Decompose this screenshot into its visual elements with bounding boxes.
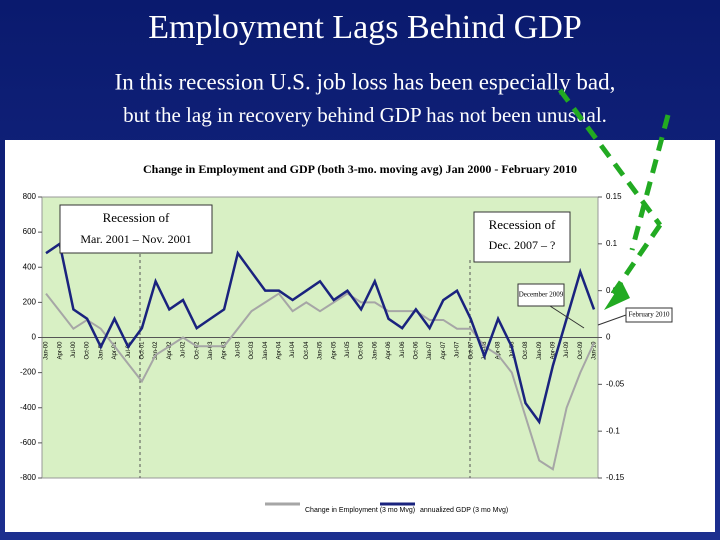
x-tick-label: Jan-07: [427, 341, 433, 360]
arrows: [557, 88, 671, 297]
y-tick-label: -600: [20, 438, 37, 447]
annotation-box: [473, 211, 571, 263]
x-tick-label: Jan-09: [537, 341, 543, 360]
legend-label: annualized GDP (3 mo Mvg): [420, 507, 508, 514]
x-tick-label: Apr-01: [112, 341, 118, 360]
x-tick-label: Jan-01: [98, 341, 104, 360]
annotation-box: [59, 204, 213, 254]
annotation-box: [517, 283, 565, 307]
x-tick-label: Apr-02: [167, 341, 173, 360]
y-tick-label: -400: [20, 403, 37, 412]
x-tick-label: Jan-10: [592, 341, 598, 360]
annotation: Recession of: [489, 217, 556, 232]
x-tick-label: Jan-05: [318, 341, 324, 360]
series-line: [45, 241, 596, 425]
annotation: Dec. 2007 – ?: [489, 238, 556, 252]
x-tick-label: Jul-05: [345, 341, 351, 358]
x-tick-label: Jan-08: [482, 341, 488, 360]
x-tick-label: Oct-06: [413, 341, 419, 360]
subtitle: In this recession U.S. job loss has been…: [115, 69, 616, 94]
y-tick-label: 600: [23, 227, 37, 236]
x-tick-label: Apr-05: [331, 341, 337, 360]
y-tick-label: 400: [23, 262, 37, 271]
x-tick-label: Jul-09: [564, 341, 570, 358]
x-tick-label: Jul-04: [290, 341, 296, 358]
arrow: [629, 114, 671, 251]
x-tick-label: Jul-02: [181, 341, 187, 358]
x-tick-label: Jul-07: [455, 341, 461, 358]
x-tick-label: Apr-03: [222, 341, 228, 360]
x-tick-label: Oct-09: [578, 341, 584, 360]
annotation: December 2009: [519, 291, 564, 299]
series-line: [45, 292, 595, 471]
y2-tick-label: 0.1: [606, 239, 618, 248]
y2-tick-label: -0.05: [606, 379, 625, 388]
y2-tick-label: -0.1: [606, 426, 620, 435]
x-tick-label: Oct-07: [468, 341, 474, 360]
y-tick-label: -200: [20, 368, 37, 377]
x-tick-label: Oct-02: [194, 341, 200, 360]
subtitle: but the lag in recovery behind GDP has n…: [123, 103, 607, 127]
y-tick-label: -800: [20, 473, 37, 482]
x-tick-label: Apr-09: [550, 341, 556, 360]
x-tick-label: Apr-00: [57, 341, 63, 360]
x-tick-label: Oct-03: [249, 341, 255, 360]
arrowhead: [604, 282, 630, 310]
arrow: [557, 88, 663, 227]
x-tick-label: Jul-00: [71, 341, 77, 358]
annotation: Mar. 2001 – Nov. 2001: [80, 232, 191, 246]
x-tick-label: Oct-08: [523, 341, 529, 360]
x-tick-label: Apr-06: [386, 341, 392, 360]
y-tick-label: 200: [23, 297, 37, 306]
x-tick-label: Oct-05: [359, 341, 365, 360]
chart-title: Change in Employment and GDP (both 3-mo.…: [143, 162, 577, 176]
y2-tick-label: 0.15: [606, 192, 622, 201]
x-tick-label: Jan-06: [372, 341, 378, 360]
arrow: [609, 223, 663, 297]
x-tick-label: Jan-03: [208, 341, 214, 360]
x-tick-label: Jul-06: [400, 341, 406, 358]
slide-title: Employment Lags Behind GDP: [148, 9, 581, 46]
x-tick-label: Apr-08: [496, 341, 502, 360]
annotation: Recession of: [103, 210, 170, 225]
y2-tick-label: 0: [606, 333, 611, 342]
annotation: February 2010: [628, 311, 670, 319]
x-tick-label: Oct-04: [304, 341, 310, 360]
plot: 8006004002000-200-400-600-8000.150.10.05…: [20, 192, 625, 482]
x-tick-label: Apr-07: [441, 341, 447, 360]
y-tick-label: 0: [32, 333, 37, 342]
x-tick-label: Jan-02: [153, 341, 159, 360]
annotation-pointer: [549, 305, 585, 329]
x-tick-label: Oct-00: [85, 341, 91, 360]
x-tick-label: Jan-04: [263, 341, 269, 360]
annotation-pointer: [597, 314, 627, 326]
x-tick-label: Jul-01: [126, 341, 132, 358]
y-tick-label: 800: [23, 192, 37, 201]
x-tick-label: Jan-00: [44, 341, 50, 360]
x-tick-label: Apr-04: [276, 341, 282, 360]
y2-tick-label: -0.15: [606, 473, 625, 482]
x-tick-label: Jul-03: [235, 341, 241, 358]
x-tick-label: Oct-01: [139, 341, 145, 360]
legend-label: Change in Employment (3 mo Mvg): [305, 507, 415, 514]
